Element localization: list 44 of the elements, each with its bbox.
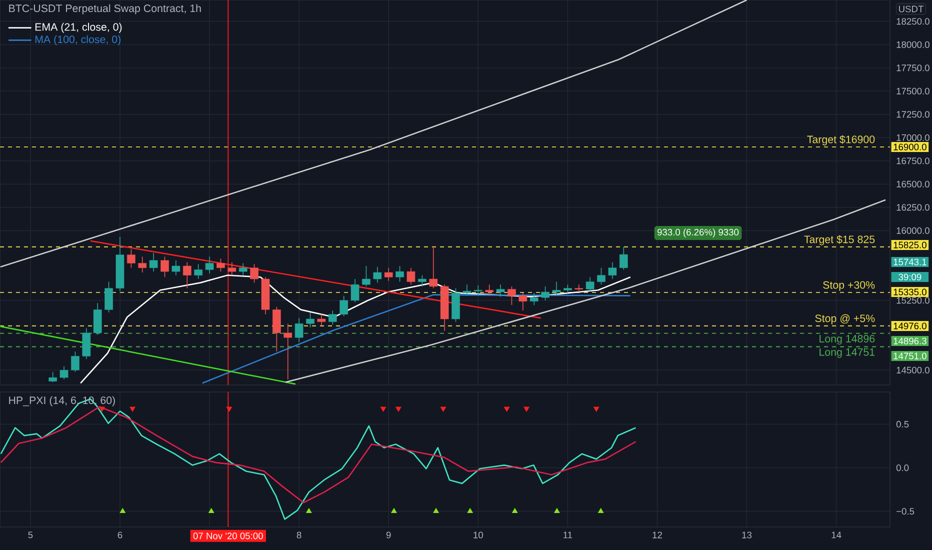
y-tick-label: 17500.0	[896, 88, 930, 94]
text: 14751.0	[894, 352, 926, 360]
y-tick-label: 16500.0	[896, 180, 930, 188]
y-axis-title: USDT	[899, 6, 924, 12]
x-tick-label: 14	[832, 532, 842, 538]
y-tick-label: 16750.0	[896, 158, 930, 164]
text: 15743.1	[894, 258, 926, 266]
y-tick-label: 15250.0	[896, 297, 930, 304]
ref-line-label: Stop +30%	[823, 281, 875, 291]
chart-title: BTC-USDT Perpetual Swap Contract, 1h	[9, 4, 201, 14]
ref-line-label: Long 14751	[820, 348, 875, 358]
y-tick-label: 16000.0	[896, 227, 930, 234]
text: MA (100, close, 0)	[35, 35, 120, 46]
y-tick-label: 17000.0	[896, 134, 930, 141]
x-tick-label: 13	[742, 532, 752, 538]
y-tick-label: 18250.0	[896, 18, 930, 25]
x-tick-label: 6	[118, 532, 122, 538]
x-tick-label: 10	[474, 532, 483, 538]
x-tick-label: 11	[564, 532, 572, 538]
ref-line-label: Long 14896	[820, 334, 875, 345]
y-tick-label: 0.0	[896, 464, 909, 472]
text: EMA (21, close, 0)	[35, 22, 122, 33]
text: 15825.0	[894, 242, 926, 248]
text: 15335.0	[894, 288, 926, 296]
ref-line-label: Stop @ +5%	[815, 314, 875, 324]
text: 16900.0	[894, 144, 926, 150]
text: 39:09	[898, 274, 922, 280]
y-tick-label: −0.5	[896, 508, 914, 515]
ref-line-label: Target $16900	[807, 135, 875, 146]
x-tick-label: 5	[28, 532, 33, 538]
x-tick-label: 12	[652, 532, 662, 538]
text: 14896.3	[894, 338, 926, 344]
y-tick-label: 17750.0	[896, 64, 930, 72]
y-tick-label: 0.5	[896, 420, 909, 428]
text: 14976.0	[894, 322, 926, 330]
y-tick-label: 16250.0	[896, 204, 930, 211]
ref-line-label: Target $15 825	[804, 235, 875, 246]
y-tick-label: 14500.0	[896, 366, 930, 374]
annotation: 933.0 (6.26%) 9330	[657, 228, 739, 238]
x-tick-label: 9	[386, 532, 391, 538]
y-tick-label: 18000.0	[896, 41, 930, 48]
ref-line-label: 07 Nov '20 05:00	[193, 532, 263, 540]
x-tick-label: 8	[296, 532, 302, 538]
y-tick-label: 17250.0	[896, 111, 930, 118]
